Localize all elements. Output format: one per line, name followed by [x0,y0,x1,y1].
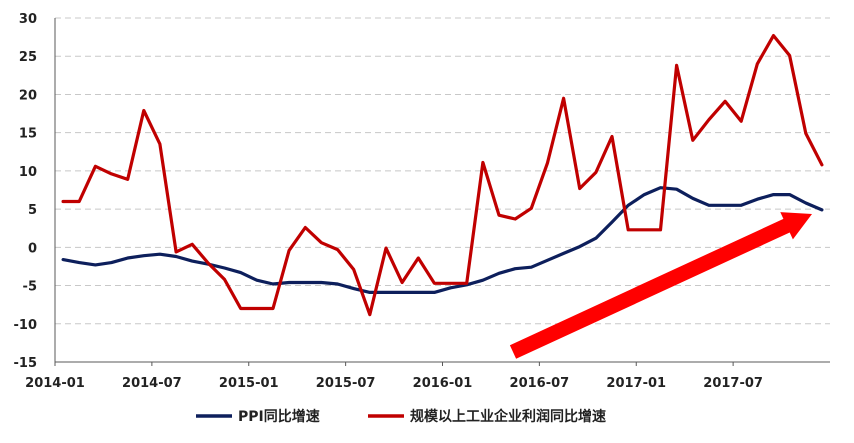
y-tick-label: -5 [23,280,37,295]
series-line-ppi [61,186,824,294]
x-tick-label: 2014-01 [25,376,85,391]
legend: PPI同比增速 规模以上工业企业利润同比增速 [196,408,606,425]
legend-label-ppi: PPI同比增速 [238,408,320,425]
trend-arrow-shape [509,212,812,359]
y-tick-label: 30 [19,12,37,27]
trend-arrow [509,212,812,359]
y-tick-label: 10 [19,165,37,180]
y-tick-label: 0 [28,241,37,256]
axes [54,18,830,363]
y-tick-label: -10 [14,318,38,333]
x-tick-label: 2017-01 [606,376,666,391]
x-tick-label: 2017-07 [703,376,763,391]
y-axis-tick-labels: 30 25 20 15 10 5 0 -5 -10 -15 [14,12,38,371]
x-tick-label: 2015-07 [316,376,376,391]
x-axis-tick-labels: 2014-01 2014-07 2015-01 2015-07 2016-01 2016-… [25,362,763,391]
x-tick-label: 2016-07 [510,376,570,391]
y-tick-label: 5 [28,203,37,218]
y-tick-label: 25 [19,50,37,65]
x-tick-label: 2016-01 [413,376,473,391]
data-series [61,33,824,317]
x-tick-label: 2015-01 [219,376,279,391]
y-tick-label: 15 [19,127,37,142]
y-tick-label: 20 [19,88,37,103]
series-line-profit [61,33,824,317]
y-tick-label: -15 [14,356,38,371]
grid-lines [55,17,830,325]
legend-label-profit: 规模以上工业企业利润同比增速 [410,408,606,425]
x-tick-label: 2014-07 [122,376,182,391]
